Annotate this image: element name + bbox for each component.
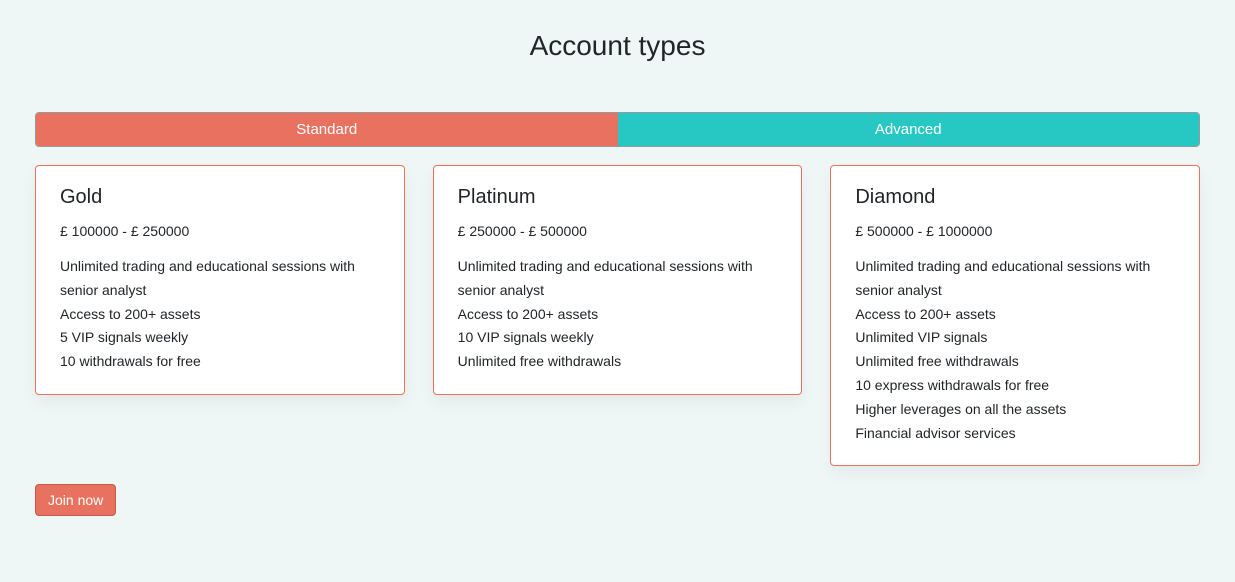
feature-item: Unlimited free withdrawals: [855, 350, 1175, 374]
feature-item: Access to 200+ assets: [458, 303, 778, 327]
feature-item: Unlimited free withdrawals: [458, 350, 778, 374]
feature-item: Access to 200+ assets: [60, 303, 380, 327]
cards-container: Gold £ 100000 - £ 250000 Unlimited tradi…: [35, 165, 1200, 466]
card-gold: Gold £ 100000 - £ 250000 Unlimited tradi…: [35, 165, 405, 395]
card-platinum: Platinum £ 250000 - £ 500000 Unlimited t…: [433, 165, 803, 395]
feature-item: Access to 200+ assets: [855, 303, 1175, 327]
feature-list: Unlimited trading and educational sessio…: [458, 255, 778, 374]
join-now-button[interactable]: Join now: [35, 484, 116, 516]
feature-item: Unlimited trading and educational sessio…: [855, 255, 1175, 303]
feature-item: 10 withdrawals for free: [60, 350, 380, 374]
feature-item: Unlimited VIP signals: [855, 326, 1175, 350]
feature-item: 10 express withdrawals for free: [855, 374, 1175, 398]
tabs-container: Standard Advanced: [35, 112, 1200, 147]
card-price: £ 500000 - £ 1000000: [855, 223, 1175, 239]
feature-item: Higher leverages on all the assets: [855, 398, 1175, 422]
card-price: £ 250000 - £ 500000: [458, 223, 778, 239]
card-price: £ 100000 - £ 250000: [60, 223, 380, 239]
feature-list: Unlimited trading and educational sessio…: [60, 255, 380, 374]
tab-advanced[interactable]: Advanced: [618, 113, 1200, 146]
card-title: Gold: [60, 186, 380, 209]
feature-item: 5 VIP signals weekly: [60, 326, 380, 350]
tab-standard[interactable]: Standard: [36, 113, 618, 146]
feature-item: Unlimited trading and educational sessio…: [458, 255, 778, 303]
feature-list: Unlimited trading and educational sessio…: [855, 255, 1175, 445]
page-title: Account types: [35, 30, 1200, 62]
card-title: Platinum: [458, 186, 778, 209]
feature-item: Unlimited trading and educational sessio…: [60, 255, 380, 303]
feature-item: 10 VIP signals weekly: [458, 326, 778, 350]
card-diamond: Diamond £ 500000 - £ 1000000 Unlimited t…: [830, 165, 1200, 466]
feature-item: Financial advisor services: [855, 422, 1175, 446]
card-title: Diamond: [855, 186, 1175, 209]
